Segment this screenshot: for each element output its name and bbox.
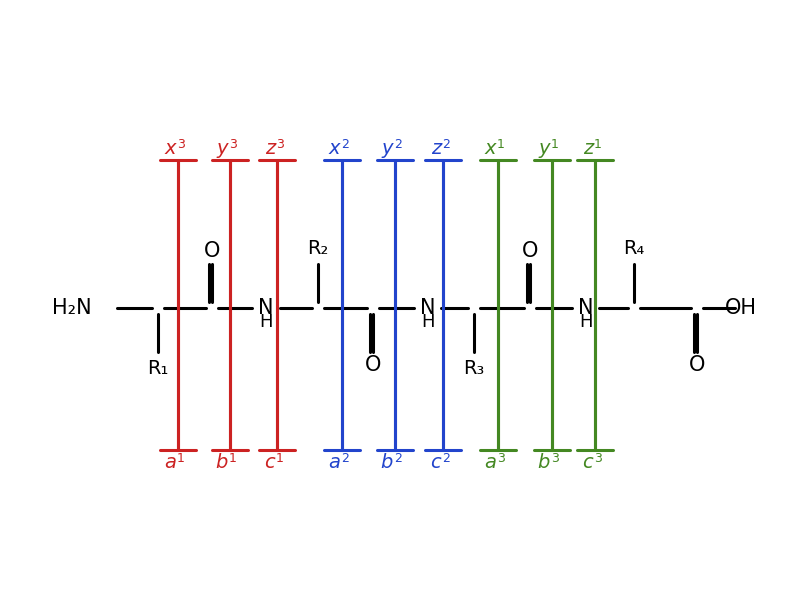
Text: c: c [264, 452, 275, 472]
Text: O: O [204, 241, 220, 261]
Text: y: y [217, 139, 228, 157]
Text: 2: 2 [394, 452, 402, 466]
Text: H: H [579, 313, 593, 331]
Text: b: b [538, 452, 550, 472]
Text: O: O [522, 241, 538, 261]
Text: N: N [258, 298, 274, 318]
Text: a: a [328, 452, 340, 472]
Text: 1: 1 [177, 452, 185, 466]
Text: b: b [381, 452, 393, 472]
Text: x: x [165, 139, 176, 157]
Text: N: N [420, 298, 436, 318]
Text: y: y [382, 139, 393, 157]
Text: 2: 2 [442, 452, 450, 466]
Text: x: x [485, 139, 496, 157]
Text: R₂: R₂ [307, 238, 329, 257]
Text: 2: 2 [341, 452, 349, 466]
Text: R₄: R₄ [623, 238, 645, 257]
Text: z: z [265, 139, 275, 157]
Text: a: a [164, 452, 176, 472]
Text: z: z [582, 139, 593, 157]
Text: 1: 1 [497, 139, 505, 151]
Text: b: b [216, 452, 228, 472]
Text: 1: 1 [594, 139, 602, 151]
Text: c: c [582, 452, 593, 472]
Text: 3: 3 [551, 452, 559, 466]
Text: 1: 1 [229, 452, 237, 466]
Text: 3: 3 [177, 139, 185, 151]
Text: 3: 3 [276, 139, 284, 151]
Text: R₁: R₁ [147, 358, 169, 377]
Text: 2: 2 [394, 139, 402, 151]
Text: 3: 3 [497, 452, 505, 466]
Text: 3: 3 [229, 139, 237, 151]
Text: 1: 1 [276, 452, 284, 466]
Text: c: c [430, 452, 441, 472]
Text: N: N [578, 298, 594, 318]
Text: a: a [484, 452, 496, 472]
Text: O: O [689, 355, 705, 375]
Text: 2: 2 [442, 139, 450, 151]
Text: H: H [422, 313, 434, 331]
Text: 1: 1 [551, 139, 559, 151]
Text: H₂N: H₂N [52, 298, 92, 318]
Text: H: H [259, 313, 273, 331]
Text: O: O [365, 355, 381, 375]
Text: 2: 2 [341, 139, 349, 151]
Text: y: y [538, 139, 550, 157]
Text: z: z [430, 139, 441, 157]
Text: 3: 3 [594, 452, 602, 466]
Text: R₃: R₃ [463, 358, 485, 377]
Text: OH: OH [725, 298, 757, 318]
Text: x: x [329, 139, 340, 157]
